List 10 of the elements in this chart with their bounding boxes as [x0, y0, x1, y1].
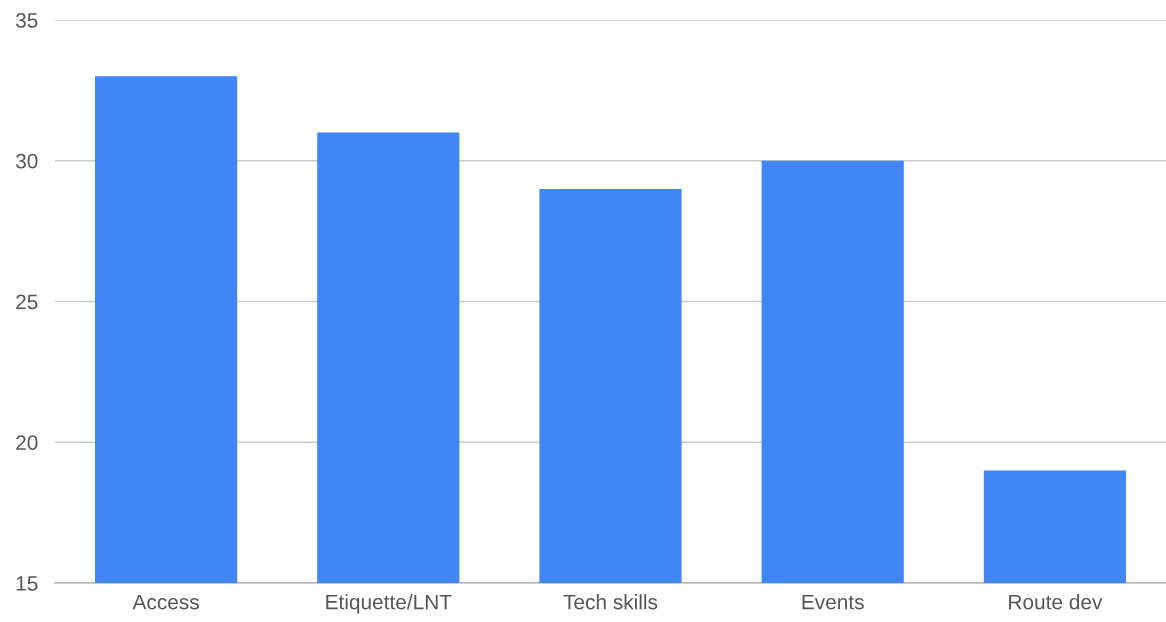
y-tick-label: 25 — [16, 294, 38, 310]
x-tick-label: Access — [132, 594, 199, 610]
x-tick-label: Tech skills — [563, 594, 658, 610]
y-tick-label: 15 — [16, 576, 38, 591]
y-tick-label: 20 — [16, 435, 38, 450]
x-tick-label: Route dev — [1009, 594, 1103, 610]
y-tick-label: 30 — [15, 153, 38, 169]
x-tick-label: Events — [802, 594, 864, 610]
x-tick-label: Etiquette/LNT — [326, 594, 452, 614]
y-tick-label: 35 — [15, 13, 38, 28]
